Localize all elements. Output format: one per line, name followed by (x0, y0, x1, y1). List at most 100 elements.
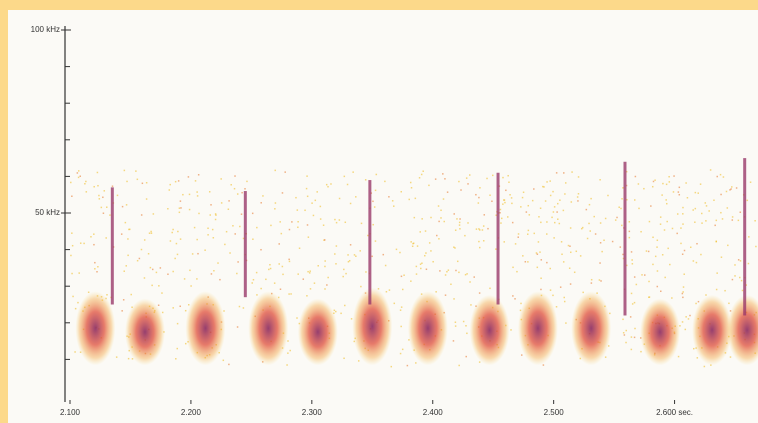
noise-speck (503, 199, 506, 201)
noise-speck (85, 180, 87, 183)
noise-speck (421, 218, 423, 220)
noise-speck (347, 254, 349, 256)
noise-speck (637, 183, 640, 185)
noise-speck (419, 263, 422, 265)
noise-speck (219, 278, 221, 281)
noise-speck (391, 200, 394, 202)
noise-speck (507, 216, 509, 218)
noise-speck (313, 282, 316, 284)
noise-speck (748, 236, 750, 238)
noise-speck (622, 257, 625, 260)
noise-speck (475, 228, 478, 230)
burst (517, 291, 558, 366)
noise-speck (384, 180, 386, 183)
noise-speck (645, 250, 648, 252)
noise-speck (579, 255, 582, 257)
noise-speck (699, 183, 702, 185)
noise-speck (270, 224, 272, 227)
noise-speck (594, 233, 597, 235)
x-tick-label: 2.300 (302, 408, 323, 417)
noise-speck (298, 247, 301, 249)
noise-speck (84, 182, 86, 185)
noise-speck (681, 292, 684, 295)
noise-speck (90, 236, 92, 238)
noise-speck (102, 212, 105, 214)
noise-speck (287, 340, 289, 342)
noise-speck (79, 242, 82, 244)
noise-speck (446, 191, 449, 193)
noise-speck (521, 196, 524, 199)
noise-speck (125, 204, 128, 206)
noise-speck (94, 261, 96, 264)
noise-speck (502, 176, 504, 179)
noise-speck (171, 231, 173, 234)
noise-speck (685, 316, 687, 318)
noise-speck (335, 245, 338, 247)
noise-speck (628, 236, 631, 239)
noise-speck (452, 340, 455, 342)
noise-speck (324, 265, 326, 268)
noise-speck (447, 269, 450, 271)
noise-speck (626, 198, 628, 201)
sweep (243, 191, 247, 298)
noise-speck (401, 348, 404, 351)
noise-speck (528, 214, 531, 216)
noise-speck (359, 250, 361, 252)
noise-speck (654, 255, 657, 258)
noise-speck (520, 354, 523, 356)
sweep (496, 172, 500, 305)
noise-speck (76, 172, 79, 174)
noise-speck (625, 341, 627, 344)
noise-speck (443, 220, 445, 223)
noise-speck (189, 269, 191, 272)
noise-speck (220, 202, 223, 204)
noise-speck (399, 309, 402, 311)
noise-speck (225, 230, 228, 233)
noise-speck (520, 206, 522, 208)
noise-speck (442, 198, 445, 200)
noise-speck (730, 188, 732, 190)
noise-speck (233, 187, 236, 190)
burst (469, 294, 510, 366)
noise-speck (549, 180, 551, 182)
noise-speck (338, 219, 341, 221)
noise-speck (309, 270, 311, 272)
noise-speck (729, 356, 732, 358)
noise-speck (656, 239, 659, 242)
noise-speck (640, 230, 642, 233)
noise-speck (695, 261, 698, 264)
noise-speck (71, 195, 73, 198)
noise-speck (256, 226, 258, 229)
noise-speck (96, 171, 99, 174)
noise-speck (737, 259, 740, 261)
noise-speck (669, 263, 671, 266)
noise-speck (716, 272, 718, 274)
noise-speck (323, 239, 325, 241)
noise-speck (517, 236, 519, 238)
noise-speck (705, 294, 707, 296)
noise-speck (260, 202, 262, 204)
noise-speck (582, 291, 584, 294)
noise-speck (74, 351, 76, 353)
noise-speck (626, 264, 628, 267)
noise-speck (255, 271, 258, 274)
noise-speck (492, 174, 494, 177)
noise-speck (533, 232, 535, 235)
noise-speck (714, 224, 716, 227)
noise-speck (246, 180, 248, 183)
noise-speck (664, 276, 666, 279)
noise-speck (111, 185, 114, 187)
noise-speck (211, 228, 214, 231)
noise-speck (102, 196, 104, 199)
noise-speck (143, 239, 146, 241)
noise-speck (78, 272, 80, 274)
noise-speck (604, 217, 607, 220)
noise-speck (739, 276, 741, 279)
noise-speck (348, 259, 351, 262)
noise-speck (330, 183, 332, 185)
noise-speck (115, 356, 118, 358)
noise-speck (188, 193, 191, 196)
noise-speck (129, 228, 131, 231)
noise-speck (701, 222, 703, 224)
noise-speck (536, 266, 539, 269)
